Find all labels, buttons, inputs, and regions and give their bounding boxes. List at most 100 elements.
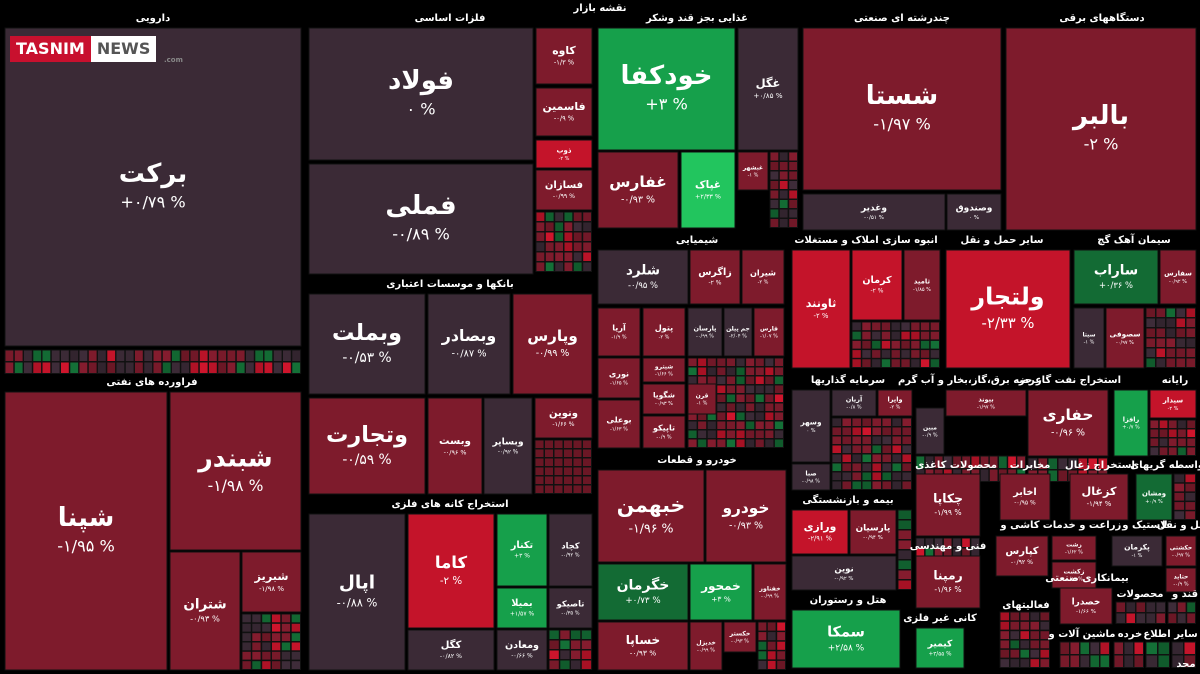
stock-tile[interactable] xyxy=(791,389,831,463)
stock-tile[interactable] xyxy=(791,609,901,669)
stock-tile[interactable] xyxy=(169,391,302,551)
stock-tile[interactable] xyxy=(791,555,897,591)
stock-tile[interactable] xyxy=(535,169,593,211)
stock-tile[interactable] xyxy=(535,87,593,137)
stock-tile[interactable] xyxy=(1059,587,1113,625)
stock-tile[interactable] xyxy=(597,307,641,357)
stock-tile[interactable] xyxy=(4,391,168,671)
stock-tile[interactable] xyxy=(308,27,534,161)
stock-tile[interactable] xyxy=(642,307,686,357)
stock-tile[interactable] xyxy=(483,397,533,495)
stock-tile[interactable] xyxy=(642,357,686,383)
stock-tile[interactable] xyxy=(999,473,1051,521)
stock-tile[interactable] xyxy=(308,513,406,671)
stock-tile[interactable] xyxy=(1135,473,1173,521)
stock-tile[interactable] xyxy=(687,383,717,415)
stock-tile[interactable] xyxy=(1073,249,1159,305)
stock-tile[interactable] xyxy=(802,193,946,231)
minor-tile xyxy=(563,466,573,476)
stock-tile[interactable] xyxy=(407,513,495,629)
stock-tile[interactable] xyxy=(308,397,426,495)
minor-tile xyxy=(766,631,777,642)
stock-tile[interactable] xyxy=(1069,473,1129,521)
stock-tile[interactable] xyxy=(945,249,1071,369)
stock-tile[interactable] xyxy=(496,513,548,587)
stock-tile[interactable] xyxy=(407,629,495,671)
stock-tile[interactable] xyxy=(534,397,593,439)
stock-tile[interactable] xyxy=(687,307,723,357)
stock-tile[interactable] xyxy=(535,139,593,169)
stock-tile[interactable] xyxy=(642,415,686,449)
stock-tile[interactable] xyxy=(1027,389,1109,457)
stock-tile[interactable] xyxy=(241,551,302,613)
stock-tile[interactable] xyxy=(946,193,1002,231)
stock-tile[interactable] xyxy=(753,563,787,621)
stock-tile[interactable] xyxy=(723,307,753,357)
minor-tile xyxy=(851,444,862,454)
stock-tile[interactable] xyxy=(915,627,965,669)
stock-tile[interactable] xyxy=(915,407,945,455)
stock-tile[interactable] xyxy=(915,473,981,537)
stock-tile[interactable] xyxy=(548,587,593,629)
stock-tile[interactable] xyxy=(597,249,689,305)
stock-tile[interactable] xyxy=(427,293,511,395)
stock-tile[interactable] xyxy=(1073,307,1105,369)
stock-tile[interactable] xyxy=(1165,567,1197,593)
stock-tile[interactable] xyxy=(791,463,831,491)
stock-tile[interactable] xyxy=(496,629,548,671)
stock-tile[interactable] xyxy=(791,509,849,555)
stock-tile[interactable] xyxy=(535,27,593,85)
stock-tile[interactable] xyxy=(597,621,689,671)
stock-tile[interactable] xyxy=(849,509,897,555)
stock-tile[interactable] xyxy=(1111,535,1163,567)
stock-tile[interactable] xyxy=(802,27,1002,191)
minor-tile xyxy=(716,375,727,385)
stock-tile[interactable] xyxy=(169,551,241,671)
stock-change: -۰/۹۲ % xyxy=(835,576,854,582)
stock-tile[interactable] xyxy=(512,293,593,395)
stock-tile[interactable] xyxy=(791,249,851,369)
stock-tile[interactable] xyxy=(915,555,981,609)
stock-tile[interactable] xyxy=(1113,389,1149,457)
stock-tile[interactable] xyxy=(1051,535,1097,561)
stock-tile[interactable] xyxy=(597,151,679,229)
stock-tile[interactable] xyxy=(496,587,548,629)
stock-tile[interactable] xyxy=(689,249,741,305)
stock-tile[interactable] xyxy=(308,293,426,395)
stock-tile[interactable] xyxy=(427,397,483,495)
stock-tile[interactable] xyxy=(995,535,1049,577)
stock-tile[interactable] xyxy=(597,563,689,621)
stock-tile[interactable] xyxy=(945,389,1027,417)
stock-tile[interactable] xyxy=(597,399,641,449)
stock-tile[interactable] xyxy=(831,389,877,417)
stock-tile[interactable] xyxy=(753,307,785,357)
stock-tile[interactable] xyxy=(1051,561,1097,589)
stock-tile[interactable] xyxy=(1149,389,1197,419)
stock-tile[interactable] xyxy=(597,27,736,151)
stock-tile[interactable] xyxy=(680,151,736,229)
stock-tile[interactable] xyxy=(1005,27,1197,231)
stock-tile[interactable] xyxy=(1159,249,1197,305)
stock-tile[interactable] xyxy=(741,249,785,305)
minor-tile xyxy=(901,426,912,436)
stock-tile[interactable] xyxy=(737,27,799,151)
stock-tile[interactable] xyxy=(597,357,641,399)
stock-tile[interactable] xyxy=(1165,535,1197,567)
stock-tile[interactable] xyxy=(548,513,593,587)
stock-tile[interactable] xyxy=(689,621,723,671)
stock-tile[interactable] xyxy=(308,163,534,275)
stock-tile[interactable] xyxy=(4,27,302,347)
stock-tile[interactable] xyxy=(689,563,753,621)
stock-tile[interactable] xyxy=(903,249,941,321)
stock-tile[interactable] xyxy=(737,151,769,191)
minor-tile xyxy=(861,471,872,481)
stock-tile[interactable] xyxy=(597,469,705,563)
stock-tile[interactable] xyxy=(705,469,787,563)
minor-tile xyxy=(851,471,862,481)
stock-tile[interactable] xyxy=(642,383,686,415)
minor-tile xyxy=(251,660,262,671)
stock-tile[interactable] xyxy=(723,621,757,653)
stock-tile[interactable] xyxy=(1105,307,1145,369)
stock-tile[interactable] xyxy=(851,249,903,321)
stock-tile[interactable] xyxy=(877,389,913,417)
